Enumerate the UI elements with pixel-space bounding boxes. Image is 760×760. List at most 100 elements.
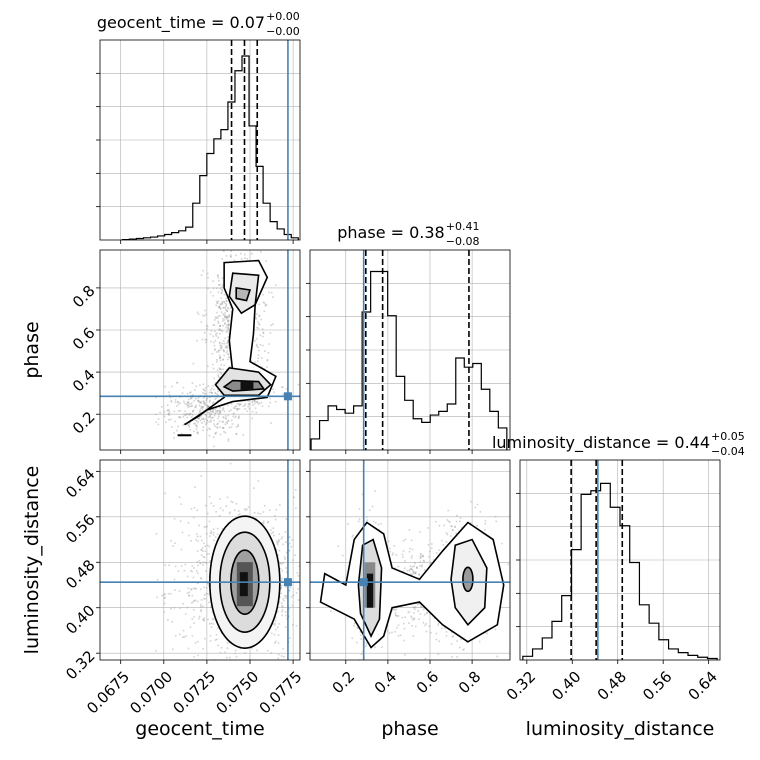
sample-point <box>365 645 367 647</box>
sample-point <box>203 561 206 564</box>
sample-point <box>219 368 222 371</box>
sample-point <box>220 392 222 395</box>
sample-point <box>219 324 221 327</box>
sample-point <box>394 630 396 633</box>
sample-point <box>185 413 188 416</box>
sample-point <box>255 401 257 403</box>
sample-point <box>218 412 221 414</box>
sample-point <box>210 389 212 391</box>
sample-point <box>190 405 193 407</box>
sample-point <box>190 569 192 572</box>
sample-point <box>226 300 228 303</box>
sample-point <box>211 416 214 419</box>
sample-point <box>282 562 285 564</box>
sample-point <box>220 308 222 310</box>
sample-point <box>195 570 198 572</box>
sample-point <box>422 555 424 558</box>
sample-point <box>414 572 416 575</box>
sample-point <box>414 608 416 611</box>
sample-point <box>195 533 198 535</box>
sample-point <box>215 634 218 636</box>
sample-point <box>227 346 229 348</box>
sample-point <box>226 347 228 349</box>
sample-point <box>210 340 212 343</box>
sample-point <box>401 553 404 556</box>
sample-point <box>219 357 221 359</box>
sample-point <box>179 416 182 419</box>
sample-point <box>224 314 227 317</box>
sample-point <box>183 636 186 639</box>
sample-point <box>193 430 195 433</box>
sample-point <box>279 584 282 586</box>
sample-point <box>176 381 179 384</box>
sample-point <box>238 416 240 419</box>
sample-point <box>220 346 222 349</box>
sample-point <box>260 250 262 253</box>
sample-point <box>204 418 207 420</box>
sample-point <box>219 359 222 362</box>
sample-point <box>188 426 191 428</box>
sample-point <box>454 526 456 528</box>
sample-point <box>187 402 189 405</box>
sample-point <box>280 592 282 595</box>
sample-point <box>240 257 243 260</box>
sample-point <box>451 529 454 531</box>
sample-point <box>213 531 215 534</box>
sample-point <box>179 607 181 609</box>
sample-point <box>212 280 214 283</box>
sample-point <box>198 615 201 618</box>
sample-point <box>277 610 279 613</box>
sample-point <box>274 619 277 622</box>
sample-point <box>217 291 220 294</box>
sample-point <box>292 623 294 626</box>
sample-point <box>251 252 253 255</box>
sample-point <box>201 422 203 424</box>
sample-point <box>257 346 259 349</box>
sample-point <box>212 402 214 405</box>
sample-point <box>215 316 218 319</box>
sample-point <box>177 401 180 403</box>
sample-point <box>297 575 300 577</box>
sample-point <box>181 531 184 534</box>
sample-point <box>420 553 423 556</box>
sample-point <box>258 315 261 317</box>
sample-point <box>260 318 262 321</box>
sample-point <box>393 545 396 547</box>
sample-point <box>164 593 166 595</box>
sample-point <box>223 250 225 252</box>
sample-point <box>217 300 220 302</box>
sample-point <box>391 553 394 556</box>
sample-point <box>242 405 245 407</box>
sample-point <box>225 417 227 420</box>
sample-point <box>203 594 206 596</box>
sample-point <box>284 626 287 628</box>
sample-point <box>166 409 169 412</box>
sample-point <box>186 416 188 419</box>
sample-point <box>277 642 280 644</box>
density-peak <box>240 381 254 390</box>
sample-point <box>270 532 273 535</box>
sample-point <box>216 287 218 290</box>
sample-point <box>225 346 228 349</box>
sample-point <box>224 316 226 319</box>
sample-point <box>273 534 275 537</box>
sample-point <box>454 525 456 528</box>
sample-point <box>436 552 438 554</box>
sample-point <box>353 624 355 627</box>
sample-point <box>218 420 221 423</box>
sample-point <box>182 415 185 418</box>
sample-point <box>277 657 280 660</box>
sample-point <box>174 542 176 545</box>
sample-point <box>194 419 197 422</box>
sample-point <box>186 404 189 407</box>
sample-point <box>283 655 285 658</box>
sample-point <box>363 646 366 648</box>
sample-point <box>212 385 214 387</box>
sample-point <box>260 357 263 359</box>
sample-point <box>445 635 448 637</box>
sample-point <box>189 405 191 408</box>
sample-point <box>228 315 231 317</box>
sample-point <box>169 396 172 399</box>
sample-point <box>213 661 215 663</box>
sample-point <box>260 401 263 404</box>
